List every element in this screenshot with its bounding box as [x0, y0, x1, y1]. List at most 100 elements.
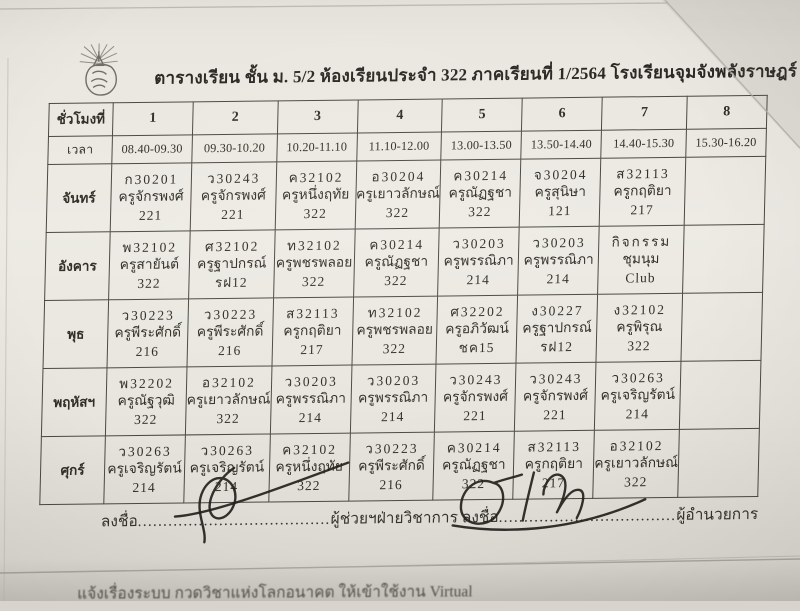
teacher-name: ครูณัฐวุฒิ — [106, 392, 185, 411]
room-number: 322 — [186, 409, 270, 428]
time-slot: 10.20-11.10 — [276, 133, 357, 162]
room-number: รฝ12 — [189, 273, 273, 292]
subject-code: ค32102 — [270, 440, 349, 459]
teacher-name: ครูพีระศักดิ์ — [108, 324, 187, 343]
day-label: ศุกร์ — [40, 436, 106, 505]
room-number: 217 — [272, 340, 351, 359]
subject-code: ว30203 — [439, 234, 518, 253]
room-number: 322 — [109, 274, 188, 293]
teacher-name: ครูหนึ่งฤทัย — [276, 186, 355, 205]
room-number: 214 — [439, 270, 518, 289]
room-number: 322 — [269, 476, 348, 495]
subject-code: ง32102 — [598, 300, 682, 319]
teacher-name: ครูจักรพงศ์ — [436, 388, 515, 407]
activity-label: ชุมนุม — [599, 250, 683, 269]
subject-code: ว30263 — [185, 441, 269, 460]
teacher-name: ครูหนึ่งฤทัย — [270, 458, 349, 477]
schedule-cell-empty — [682, 224, 764, 293]
room-number: 216 — [108, 342, 187, 361]
subject-code: ว30203 — [519, 233, 598, 252]
period-number: 7 — [602, 96, 687, 130]
subject-code: อ30204 — [356, 167, 440, 186]
teacher-name: ครูกฤติยา — [273, 322, 352, 341]
room-number: 214 — [184, 477, 268, 496]
subject-code: ศ32202 — [438, 302, 517, 321]
subject-code: ส32113 — [601, 164, 685, 183]
school-crest-icon — [77, 43, 120, 106]
room-number: 121 — [520, 201, 599, 220]
room-number: รฝ12 — [517, 337, 596, 356]
time-slot: 08.40-09.30 — [112, 135, 193, 164]
teacher-name: ครูพชรพลอย — [353, 321, 437, 340]
room-number: 221 — [191, 205, 275, 224]
room-number: 214 — [351, 407, 435, 426]
room-number: 214 — [271, 408, 350, 427]
teacher-name: ครูพรรณิภา — [271, 390, 350, 409]
teacher-name: ครูอภิวัฒน์ — [437, 320, 516, 339]
room-number: 322 — [274, 272, 353, 291]
teacher-name: ครูณัฏฐชา — [354, 253, 438, 272]
teacher-name: ครูเจริญรัตน์ — [105, 460, 184, 479]
subject-code: ว30263 — [596, 368, 680, 387]
time-slot: 13.50-14.40 — [521, 130, 602, 159]
teacher-name: ครูสายันต์ — [110, 256, 189, 275]
teacher-name: ครูฐาปกรณ์ — [190, 255, 274, 274]
dotted-line: ................................... — [499, 507, 677, 526]
teacher-name: ครูเจริญรัตน์ — [596, 386, 680, 405]
room-number: 221 — [435, 406, 514, 425]
room-number: 322 — [352, 339, 436, 358]
subject-code: อ32102 — [187, 373, 271, 392]
room-number: 322 — [354, 271, 438, 290]
time-row-label: เวลา — [48, 136, 113, 165]
subject-code: ว30223 — [189, 305, 273, 324]
room-number: 221 — [111, 206, 190, 225]
subject-code: ส32113 — [515, 437, 594, 456]
teacher-name: ครูจักรพงศ์ — [516, 387, 595, 406]
room-number: 322 — [355, 203, 439, 222]
room-number: 216 — [349, 475, 433, 494]
subject-code: ว30243 — [436, 370, 515, 389]
room-number: 322 — [440, 202, 519, 221]
teacher-name: ครูเจริญรัตน์ — [185, 459, 269, 478]
subject-code: ง30227 — [518, 301, 597, 320]
teacher-name: ครูพรรณิภา — [519, 251, 598, 270]
period-number: 4 — [357, 99, 442, 133]
teacher-name: ครูพชรพลอย — [274, 254, 353, 273]
room-number: 322 — [276, 204, 355, 223]
room-number: 322 — [594, 472, 678, 491]
room-number: 322 — [106, 410, 185, 429]
subject-code: ว30203 — [272, 372, 351, 391]
role-assistant-academic: ผู้ช่วยฯฝ่ายวิชาการ — [330, 509, 458, 527]
page-title: ตารางเรียน ชั้น ม. 5/2 ห้องเรียนประจำ 32… — [154, 58, 755, 92]
time-slot: 11.10-12.00 — [356, 132, 441, 161]
day-label: อังคาร — [45, 232, 111, 301]
dotted-line: ...................................... — [138, 511, 331, 530]
subject-code: อ32102 — [595, 436, 679, 455]
period-number: 3 — [277, 100, 358, 134]
schedule-cell-empty — [681, 292, 763, 361]
subject-code: ส32113 — [273, 304, 352, 323]
room-number: 214 — [104, 478, 183, 497]
signature-line: ลงชื่อ..................................… — [101, 501, 742, 533]
activity-label: Club — [599, 268, 683, 287]
subject-code: ศ32102 — [190, 237, 274, 256]
